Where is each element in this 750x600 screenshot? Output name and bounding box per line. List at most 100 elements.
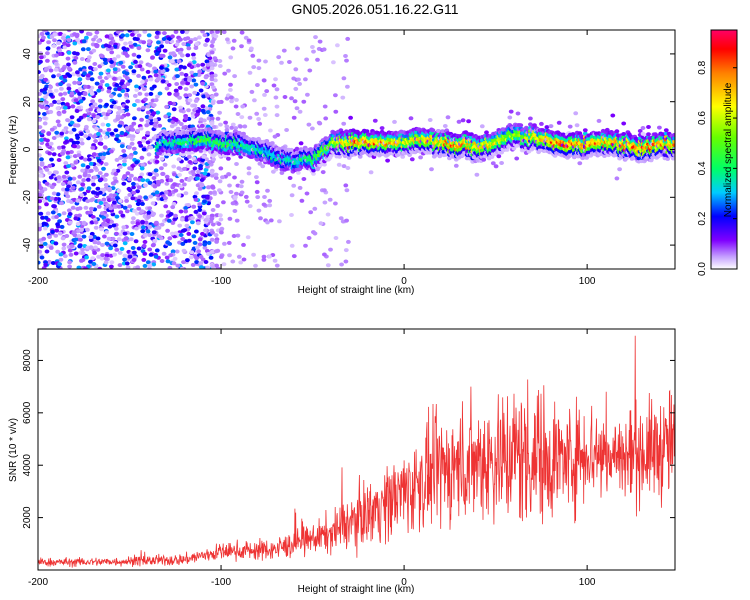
spectrogram-cell [103, 135, 109, 140]
spectrogram-cell [184, 217, 189, 222]
spectrogram-cell [45, 46, 51, 51]
spectrogram-cell [180, 152, 186, 157]
spectrogram-cell [544, 125, 550, 130]
spectrogram-cell [91, 114, 97, 119]
spectrogram-cell [233, 126, 239, 131]
spectrogram-cell [312, 206, 318, 211]
spectrogram-cell [134, 84, 139, 89]
spectrogram-cell [38, 211, 44, 216]
spectrogram-cell [573, 111, 579, 116]
spectrogram-cell [193, 209, 199, 214]
spectrogram-cell [86, 55, 92, 60]
spectrogram-cell [153, 118, 158, 122]
spectrogram-cell [103, 43, 109, 48]
spectrogram-cell [213, 172, 219, 177]
spectrogram-cell [102, 145, 108, 150]
spectrogram-cell [104, 241, 110, 246]
spectrogram-cell [108, 41, 114, 45]
spectrogram-cell [51, 136, 57, 140]
spectrogram-cell [77, 91, 82, 96]
spectrogram-cell [232, 209, 238, 213]
spectrogram-cell [43, 215, 49, 220]
spectrogram-cell [95, 236, 101, 241]
spectrogram-cell [77, 87, 83, 91]
spectrogram-cell [104, 172, 109, 177]
spectrogram-cell [235, 233, 241, 238]
spectrogram-cell [239, 115, 245, 120]
spectrogram-cell [123, 41, 128, 46]
spectrogram-cell [142, 263, 148, 268]
spectrogram-cell [409, 157, 415, 162]
spectrogram-cell [102, 57, 108, 62]
spectrogram-cell [81, 39, 87, 44]
spectrogram-cell [141, 75, 147, 80]
spectrogram-cell [136, 185, 142, 190]
spectrogram-cell [71, 140, 77, 145]
spectrogram-cell [88, 245, 94, 250]
spectrogram-cell [200, 158, 206, 163]
spectrogram-cell [152, 123, 158, 128]
spectrogram-cell [116, 237, 122, 242]
spectrogram-cell [93, 139, 98, 143]
spectrogram-cell [38, 227, 42, 232]
spectrogram-cell [128, 155, 134, 160]
spectrogram-cell [173, 117, 179, 122]
spectrogram-cell [145, 260, 151, 265]
spectrogram-cell [47, 235, 52, 239]
spectrogram-cell [254, 111, 260, 116]
spectrogram-cell [181, 125, 187, 130]
spectrogram-cell [140, 178, 146, 183]
spectrogram-cell [169, 124, 175, 129]
spectrogram-cell [98, 71, 104, 76]
spectrogram-cell [115, 30, 121, 34]
spectrogram-cell [610, 113, 616, 118]
spectrogram-cell [203, 260, 209, 264]
spectrogram-cell [265, 188, 270, 193]
spectrogram-cell [129, 137, 135, 142]
spectrogram-cell [172, 182, 177, 187]
spectrogram-cell [58, 92, 63, 97]
spectrogram-cell [274, 104, 280, 109]
spectrogram-cell [175, 263, 181, 268]
spectrogram-cell [337, 154, 342, 159]
spectrogram-cell [306, 122, 312, 127]
spectrogram-cell [185, 36, 191, 41]
spectrogram-cell [456, 119, 462, 124]
spectrogram-cell [61, 242, 67, 247]
spectrogram-cell [38, 145, 42, 150]
spectrogram-cell [243, 194, 249, 199]
spectrogram-cell [293, 67, 299, 72]
spectrogram-cell [146, 152, 152, 157]
spectrogram-cell [134, 211, 140, 216]
spectrogram-cell [85, 199, 91, 204]
spectrogram-cell [186, 203, 191, 207]
spectrogram-cell [336, 162, 342, 167]
spectrogram-cell [261, 106, 267, 111]
spectrogram-cell [212, 190, 217, 195]
spectrogram-cell [229, 99, 235, 104]
spectrogram-cell [65, 194, 71, 199]
spectrogram-cell [199, 123, 205, 128]
spectrogram-cell [291, 76, 297, 81]
spectrogram-cell [134, 160, 140, 165]
spectrogram-cell [145, 130, 151, 135]
spectrogram-cell [186, 238, 192, 243]
spectrogram-cell [160, 53, 166, 58]
spectrogram-cell [141, 243, 147, 248]
spectrogram-cell [311, 171, 316, 176]
spectrogram-cell [246, 166, 252, 171]
spectrogram-cell [75, 229, 81, 234]
spectrogram-cell [322, 162, 327, 167]
spectrogram-cell [112, 252, 117, 257]
spectrogram-cell [236, 254, 242, 259]
spectrogram-cell [392, 119, 397, 124]
spectrogram-cell [113, 87, 119, 92]
spectrogram-cell [147, 63, 153, 68]
spectrogram-cell [261, 202, 267, 207]
spectrogram-cell [170, 231, 175, 236]
spectrogram-cell [250, 53, 256, 58]
spectrogram-cell [109, 60, 114, 64]
spectrogram-cell [242, 124, 248, 129]
spectrogram-cell [198, 164, 204, 168]
spectrogram-cell [187, 160, 193, 164]
